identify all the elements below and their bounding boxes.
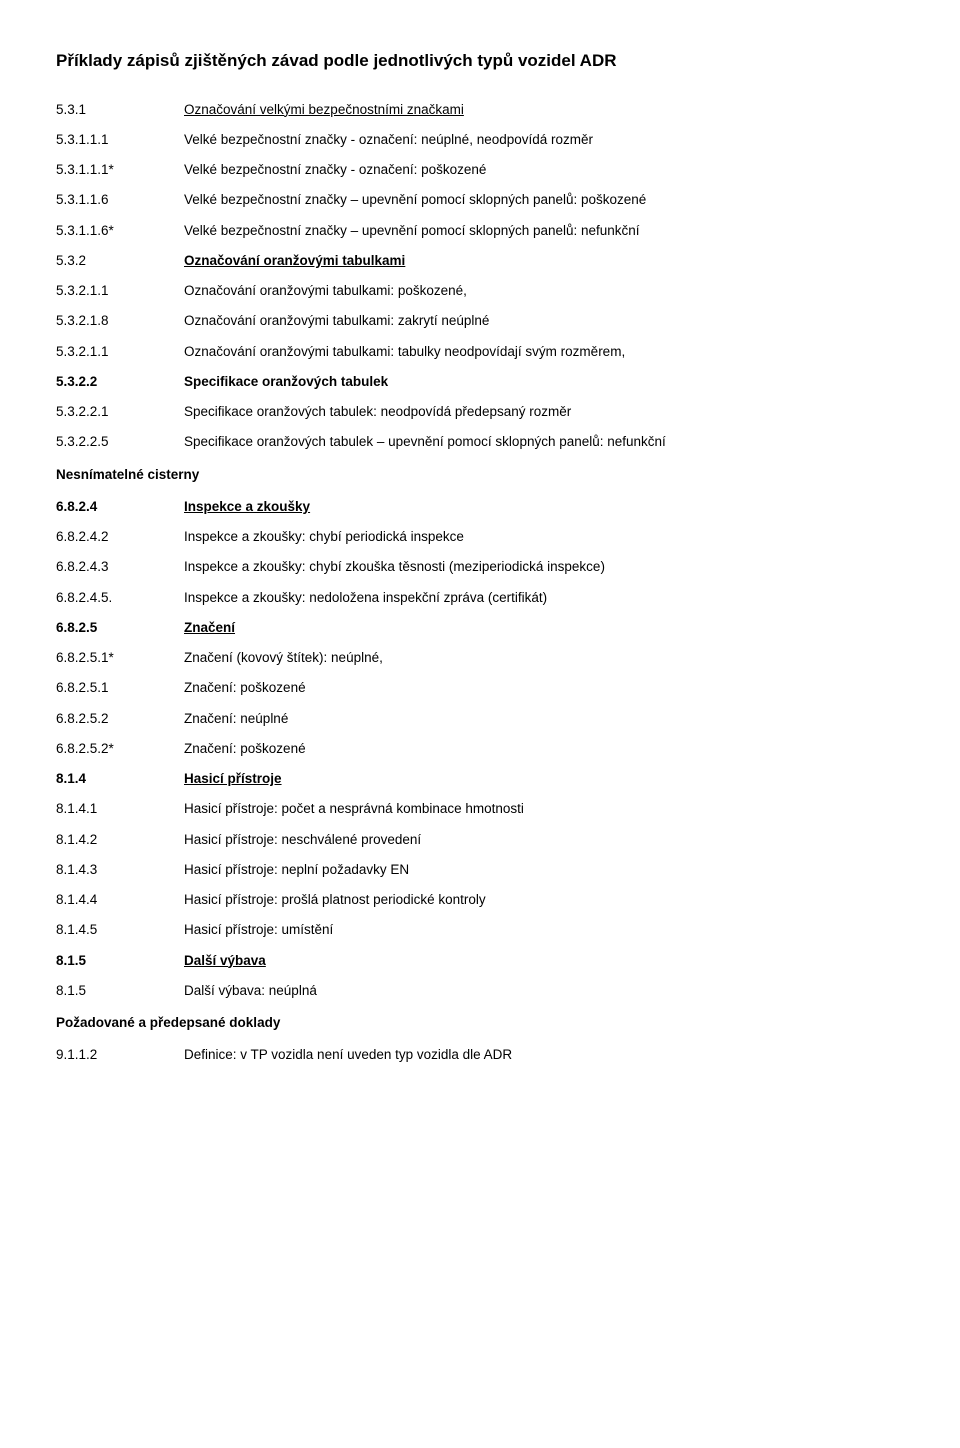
entry-desc: Velké bezpečnostní značky – upevnění pom… <box>184 221 904 241</box>
entry-code: 5.3.1.1.1 <box>56 130 184 150</box>
entry-row: 5.3.1.1.1Velké bezpečnostní značky - ozn… <box>56 130 904 150</box>
entry-row: 8.1.4.1Hasicí přístroje: počet a nespráv… <box>56 799 904 819</box>
entry-code: 5.3.2.2 <box>56 372 184 392</box>
entry-row: 6.8.2.5.1*Značení (kovový štítek): neúpl… <box>56 648 904 668</box>
entry-row: 8.1.4.5Hasicí přístroje: umístění <box>56 920 904 940</box>
entry-desc: Velké bezpečnostní značky - označení: po… <box>184 160 904 180</box>
entry-desc: Označování oranžovými tabulkami <box>184 251 904 271</box>
entry-row: 6.8.2.5.1Značení: poškozené <box>56 678 904 698</box>
entry-desc: Velké bezpečnostní značky - označení: ne… <box>184 130 904 150</box>
entry-row: 5.3.1Označování velkými bezpečnostními z… <box>56 100 904 120</box>
entry-row: 6.8.2.4.2Inspekce a zkoušky: chybí perio… <box>56 527 904 547</box>
entry-row: 6.8.2.5Značení <box>56 618 904 638</box>
entry-code: 8.1.4.1 <box>56 799 184 819</box>
entry-desc: Hasicí přístroje: prošlá platnost period… <box>184 890 904 910</box>
entry-desc: Specifikace oranžových tabulek <box>184 372 904 392</box>
entry-row: 5.3.2.1.8Označování oranžovými tabulkami… <box>56 311 904 331</box>
entry-desc: Velké bezpečnostní značky – upevnění pom… <box>184 190 904 210</box>
entry-desc: Značení (kovový štítek): neúplné, <box>184 648 904 668</box>
entry-desc: Specifikace oranžových tabulek: neodpoví… <box>184 402 904 422</box>
entry-row: 5.3.1.1.6Velké bezpečnostní značky – upe… <box>56 190 904 210</box>
entry-code: 8.1.4.2 <box>56 830 184 850</box>
entries-block-2: 6.8.2.4Inspekce a zkoušky6.8.2.4.2Inspek… <box>56 497 904 1001</box>
entry-row: 6.8.2.5.2*Značení: poškozené <box>56 739 904 759</box>
entry-code: 6.8.2.4.5. <box>56 588 184 608</box>
entry-row: 5.3.1.1.6*Velké bezpečnostní značky – up… <box>56 221 904 241</box>
entry-desc: Další výbava: neúplná <box>184 981 904 1001</box>
entry-desc: Hasicí přístroje: neschválené provedení <box>184 830 904 850</box>
entry-desc: Značení: poškozené <box>184 739 904 759</box>
entry-code: 8.1.4 <box>56 769 184 789</box>
entry-code: 5.3.2.2.5 <box>56 432 184 452</box>
entry-code: 6.8.2.4.3 <box>56 557 184 577</box>
entry-code: 5.3.2.1.1 <box>56 342 184 362</box>
entry-desc: Označování oranžovými tabulkami: zakrytí… <box>184 311 904 331</box>
entry-desc: Označování velkými bezpečnostními značka… <box>184 100 904 120</box>
entry-row: 5.3.2Označování oranžovými tabulkami <box>56 251 904 271</box>
entry-desc: Inspekce a zkoušky: nedoložena inspekční… <box>184 588 904 608</box>
entry-row: 5.3.1.1.1*Velké bezpečnostní značky - oz… <box>56 160 904 180</box>
entry-code: 8.1.5 <box>56 981 184 1001</box>
entry-code: 9.1.1.2 <box>56 1045 184 1065</box>
entry-code: 5.3.1 <box>56 100 184 120</box>
entry-row: 8.1.4Hasicí přístroje <box>56 769 904 789</box>
entry-code: 8.1.4.4 <box>56 890 184 910</box>
section-nesnimatelne: Nesnímatelné cisterny <box>56 465 904 485</box>
entry-code: 5.3.1.1.6* <box>56 221 184 241</box>
entry-desc: Inspekce a zkoušky <box>184 497 904 517</box>
entry-desc: Hasicí přístroje <box>184 769 904 789</box>
entry-desc: Další výbava <box>184 951 904 971</box>
entry-desc: Specifikace oranžových tabulek – upevněn… <box>184 432 904 452</box>
entry-code: 6.8.2.5.1* <box>56 648 184 668</box>
entry-row: 5.3.2.2.1Specifikace oranžových tabulek:… <box>56 402 904 422</box>
entry-desc: Definice: v TP vozidla není uveden typ v… <box>184 1045 904 1065</box>
entry-row: 5.3.2.2Specifikace oranžových tabulek <box>56 372 904 392</box>
entry-row: 6.8.2.4.5.Inspekce a zkoušky: nedoložena… <box>56 588 904 608</box>
entry-code: 6.8.2.4 <box>56 497 184 517</box>
entry-row: 8.1.4.3Hasicí přístroje: neplní požadavk… <box>56 860 904 880</box>
entry-row: 6.8.2.5.2Značení: neúplné <box>56 709 904 729</box>
entry-desc: Inspekce a zkoušky: chybí periodická ins… <box>184 527 904 547</box>
entry-row: 5.3.2.1.1Označování oranžovými tabulkami… <box>56 281 904 301</box>
page-title: Příklady zápisů zjištěných závad podle j… <box>56 48 904 74</box>
entry-code: 5.3.2.1.1 <box>56 281 184 301</box>
entry-code: 5.3.2.2.1 <box>56 402 184 422</box>
entry-code: 8.1.5 <box>56 951 184 971</box>
entry-code: 5.3.2.1.8 <box>56 311 184 331</box>
entry-desc: Značení: poškozené <box>184 678 904 698</box>
entry-desc: Hasicí přístroje: neplní požadavky EN <box>184 860 904 880</box>
entry-desc: Inspekce a zkoušky: chybí zkouška těsnos… <box>184 557 904 577</box>
entry-row: 6.8.2.4.3Inspekce a zkoušky: chybí zkouš… <box>56 557 904 577</box>
entry-code: 6.8.2.5.1 <box>56 678 184 698</box>
entry-desc: Hasicí přístroje: počet a nesprávná komb… <box>184 799 904 819</box>
entry-code: 8.1.4.5 <box>56 920 184 940</box>
entry-code: 5.3.1.1.6 <box>56 190 184 210</box>
entries-block-1: 5.3.1Označování velkými bezpečnostními z… <box>56 100 904 453</box>
entry-row: 5.3.2.1.1Označování oranžovými tabulkami… <box>56 342 904 362</box>
entry-row: 8.1.4.2Hasicí přístroje: neschválené pro… <box>56 830 904 850</box>
entry-desc: Značení: neúplné <box>184 709 904 729</box>
entry-row: 6.8.2.4Inspekce a zkoušky <box>56 497 904 517</box>
entry-row: 8.1.4.4Hasicí přístroje: prošlá platnost… <box>56 890 904 910</box>
entry-desc: Označování oranžovými tabulkami: poškoze… <box>184 281 904 301</box>
entry-code: 6.8.2.5 <box>56 618 184 638</box>
section-pozadovane: Požadované a předepsané doklady <box>56 1013 904 1033</box>
entry-desc: Označování oranžovými tabulkami: tabulky… <box>184 342 904 362</box>
entry-code: 5.3.1.1.1* <box>56 160 184 180</box>
entry-row: 8.1.5Další výbava: neúplná <box>56 981 904 1001</box>
entry-desc: Hasicí přístroje: umístění <box>184 920 904 940</box>
entry-code: 6.8.2.4.2 <box>56 527 184 547</box>
entries-block-3: 9.1.1.2Definice: v TP vozidla není uvede… <box>56 1045 904 1065</box>
entry-code: 5.3.2 <box>56 251 184 271</box>
entry-code: 8.1.4.3 <box>56 860 184 880</box>
entry-row: 5.3.2.2.5Specifikace oranžových tabulek … <box>56 432 904 452</box>
entry-row: 9.1.1.2Definice: v TP vozidla není uvede… <box>56 1045 904 1065</box>
entry-row: 8.1.5Další výbava <box>56 951 904 971</box>
entry-code: 6.8.2.5.2* <box>56 739 184 759</box>
entry-code: 6.8.2.5.2 <box>56 709 184 729</box>
entry-desc: Značení <box>184 618 904 638</box>
